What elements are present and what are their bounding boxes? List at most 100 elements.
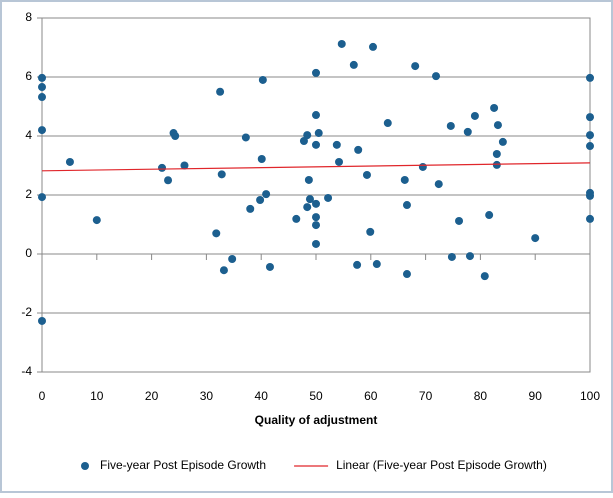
point bbox=[38, 83, 46, 92]
point bbox=[65, 157, 74, 166]
y-tick-label: 8 bbox=[25, 10, 32, 24]
y-tick-label: 4 bbox=[25, 128, 32, 142]
point bbox=[216, 87, 225, 96]
legend-label: Five-year Post Episode Growth bbox=[100, 458, 266, 472]
point bbox=[470, 111, 479, 120]
point bbox=[492, 149, 501, 158]
point bbox=[480, 272, 489, 281]
y-tick-label: -2 bbox=[21, 305, 32, 319]
point bbox=[586, 73, 594, 82]
legend-label: Linear (Five-year Post Episode Growth) bbox=[336, 458, 547, 472]
point bbox=[38, 126, 46, 135]
point bbox=[38, 93, 46, 102]
point bbox=[312, 213, 320, 222]
point bbox=[303, 203, 312, 212]
x-tick-label: 70 bbox=[419, 389, 433, 403]
point bbox=[312, 239, 320, 248]
x-tick-label: 10 bbox=[90, 389, 104, 403]
point bbox=[262, 190, 271, 199]
point bbox=[446, 121, 455, 130]
legend-marker bbox=[81, 462, 89, 470]
point bbox=[349, 60, 358, 69]
x-tick-label: 30 bbox=[200, 389, 214, 403]
y-tick-label: -4 bbox=[21, 364, 32, 378]
point bbox=[257, 155, 266, 164]
point bbox=[38, 193, 46, 202]
point bbox=[241, 133, 250, 142]
point bbox=[312, 68, 320, 77]
point bbox=[171, 132, 180, 140]
point bbox=[400, 175, 409, 184]
x-axis-title: Quality of adjustment bbox=[255, 413, 378, 427]
x-tick-label: 100 bbox=[580, 389, 600, 403]
point bbox=[463, 127, 472, 136]
point bbox=[324, 193, 333, 202]
point bbox=[212, 229, 221, 238]
point bbox=[303, 131, 312, 140]
point bbox=[353, 260, 362, 269]
point bbox=[372, 260, 381, 269]
point bbox=[531, 234, 540, 243]
point bbox=[383, 119, 392, 128]
point bbox=[299, 137, 308, 146]
point bbox=[354, 145, 363, 154]
point bbox=[180, 161, 189, 170]
point bbox=[335, 157, 344, 166]
x-tick-label: 80 bbox=[474, 389, 488, 403]
point bbox=[256, 196, 265, 205]
point bbox=[411, 62, 420, 71]
trend-line bbox=[41, 162, 591, 172]
point bbox=[305, 195, 314, 204]
y-tick-label: 6 bbox=[25, 69, 32, 83]
point bbox=[586, 214, 594, 223]
point bbox=[434, 180, 443, 189]
x-tick-label: 20 bbox=[145, 389, 159, 403]
point bbox=[312, 221, 320, 230]
x-tick-label: 60 bbox=[364, 389, 378, 403]
point bbox=[586, 191, 594, 200]
point bbox=[312, 111, 320, 120]
point bbox=[228, 255, 237, 264]
point bbox=[312, 199, 320, 208]
point bbox=[402, 201, 411, 210]
point bbox=[362, 170, 371, 179]
point bbox=[332, 140, 341, 149]
point bbox=[217, 170, 226, 179]
point bbox=[314, 129, 323, 138]
point bbox=[432, 72, 441, 81]
point bbox=[492, 160, 501, 169]
point bbox=[493, 121, 502, 130]
y-tick-label: 2 bbox=[25, 187, 32, 201]
point bbox=[586, 131, 594, 140]
y-tick-label: 0 bbox=[25, 246, 32, 260]
point bbox=[418, 162, 427, 171]
point bbox=[455, 216, 464, 225]
point bbox=[498, 137, 507, 146]
point bbox=[292, 214, 301, 223]
point bbox=[246, 204, 255, 213]
point bbox=[258, 75, 267, 84]
point bbox=[490, 103, 499, 112]
x-tick-label: 50 bbox=[309, 389, 323, 403]
x-tick-label: 90 bbox=[529, 389, 543, 403]
point bbox=[337, 39, 346, 48]
point bbox=[465, 252, 474, 261]
point bbox=[447, 252, 456, 261]
point bbox=[304, 175, 313, 184]
point bbox=[38, 316, 46, 325]
point bbox=[368, 42, 377, 51]
x-tick-label: 0 bbox=[39, 389, 46, 403]
point bbox=[586, 113, 594, 122]
point bbox=[92, 216, 101, 225]
point bbox=[38, 73, 46, 82]
point bbox=[164, 176, 173, 185]
point bbox=[219, 266, 228, 275]
point bbox=[312, 140, 320, 149]
point bbox=[402, 270, 411, 279]
point bbox=[265, 262, 274, 271]
point bbox=[158, 163, 167, 172]
point bbox=[366, 227, 375, 236]
x-tick-label: 40 bbox=[255, 389, 269, 403]
